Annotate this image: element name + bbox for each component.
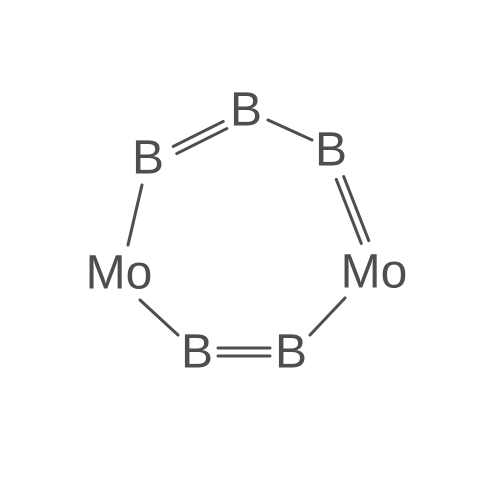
bond-line bbox=[128, 185, 142, 245]
atom-b1: B bbox=[230, 83, 262, 138]
bond-line bbox=[310, 298, 345, 335]
bond-line bbox=[140, 300, 178, 335]
bond-line bbox=[268, 120, 312, 140]
bond-line bbox=[173, 121, 223, 146]
bond-line bbox=[177, 129, 227, 154]
atom-b5: B bbox=[275, 325, 307, 380]
atom-b4: B bbox=[181, 325, 213, 380]
molecule-canvas: BBBMoMoBB bbox=[0, 0, 500, 500]
atom-mo1: Mo bbox=[86, 246, 153, 301]
bond-layer bbox=[0, 0, 500, 500]
atom-b3: B bbox=[315, 123, 347, 178]
atom-b2: B bbox=[132, 131, 164, 186]
bond-line bbox=[336, 179, 361, 243]
atom-mo2: Mo bbox=[341, 245, 408, 300]
bond-line bbox=[344, 177, 369, 241]
